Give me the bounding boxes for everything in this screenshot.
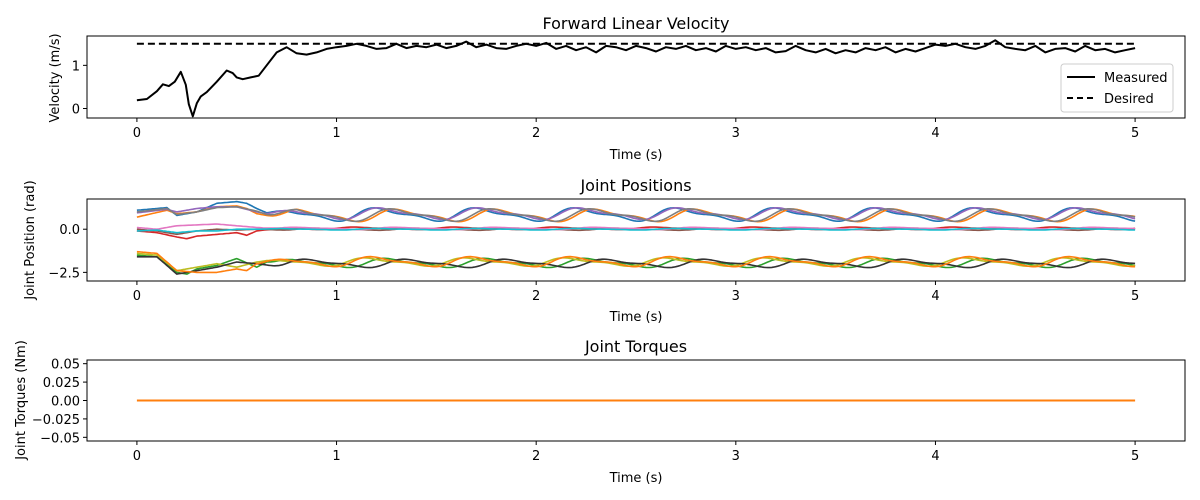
legend-measured-label: Measured [1104,71,1168,86]
legend-desired-label: Desired [1104,92,1154,107]
y-tick-label: 0.05 [51,358,80,373]
joint-torques-chart: Joint Torques Time (s) Joint Torques (Nm… [14,337,1186,486]
series-line-joint-5 [136,206,1136,221]
x-tick-label: 4 [931,449,939,464]
joint-positions-plot-area: 0 1 2 3 4 5 0.0 −2.5 [48,198,1186,304]
y-tick-label: 0.00 [51,395,80,410]
x-tick-label: 5 [1131,449,1139,464]
y-tick-label: 0.0 [59,223,80,238]
x-tick-label: 0 [133,126,141,141]
velocity-ylabel: Velocity (m/s) [48,33,63,122]
series-line-joint-10 [136,227,1136,234]
series-line-joint-1 [136,200,1136,222]
joint-positions-chart: Joint Positions Time (s) Joint Position … [23,176,1186,325]
joint-torques-ylabel: Joint Torques (Nm) [14,340,29,461]
y-tick-label: 0.025 [43,376,80,391]
y-tick-label: 1 [72,59,80,74]
joint-torques-xlabel: Time (s) [609,471,663,486]
joint-torques-plot-area: 0 1 2 3 4 5 0.05 0.025 0.00 −0.025 −0.05 [32,358,1186,464]
x-tick-label: 4 [931,126,939,141]
joint-positions-title: Joint Positions [579,176,691,195]
joint-torques-title: Joint Torques [584,337,687,356]
velocity-xlabel: Time (s) [609,148,663,163]
velocity-legend: Measured Desired [1060,63,1174,113]
axes-frame [86,198,1186,282]
x-tick-label: 2 [532,289,540,304]
joint-positions-xlabel: Time (s) [609,310,663,325]
y-tick-label: 0 [72,103,80,118]
series-line-joint-12 [136,250,1136,274]
series-line-joint-11 [136,256,1136,275]
y-tick-label: −2.5 [48,266,80,281]
velocity-plot-area: 0 1 2 3 4 5 0 1 [72,35,1186,141]
x-tick-label: 0 [133,449,141,464]
y-tick-label: −0.05 [40,431,80,446]
x-tick-label: 4 [931,289,939,304]
x-tick-label: 0 [133,289,141,304]
x-tick-label: 3 [732,289,740,304]
joint-positions-ylabel: Joint Position (rad) [23,180,38,300]
series-line-joint-8 [136,206,1136,223]
x-tick-label: 1 [332,289,340,304]
x-tick-label: 5 [1131,126,1139,141]
x-tick-label: 1 [332,126,340,141]
x-tick-label: 3 [732,449,740,464]
x-tick-label: 1 [332,449,340,464]
series-line-measured [136,39,1136,118]
axes-frame [86,35,1186,119]
velocity-chart: Forward Linear Velocity Time (s) Velocit… [48,14,1186,163]
x-tick-label: 5 [1131,289,1139,304]
x-tick-label: 2 [532,126,540,141]
series-line-joint-9 [136,252,1136,272]
y-tick-label: −0.025 [32,413,80,428]
x-tick-label: 2 [532,449,540,464]
x-tick-label: 3 [732,126,740,141]
velocity-title: Forward Linear Velocity [542,14,729,33]
